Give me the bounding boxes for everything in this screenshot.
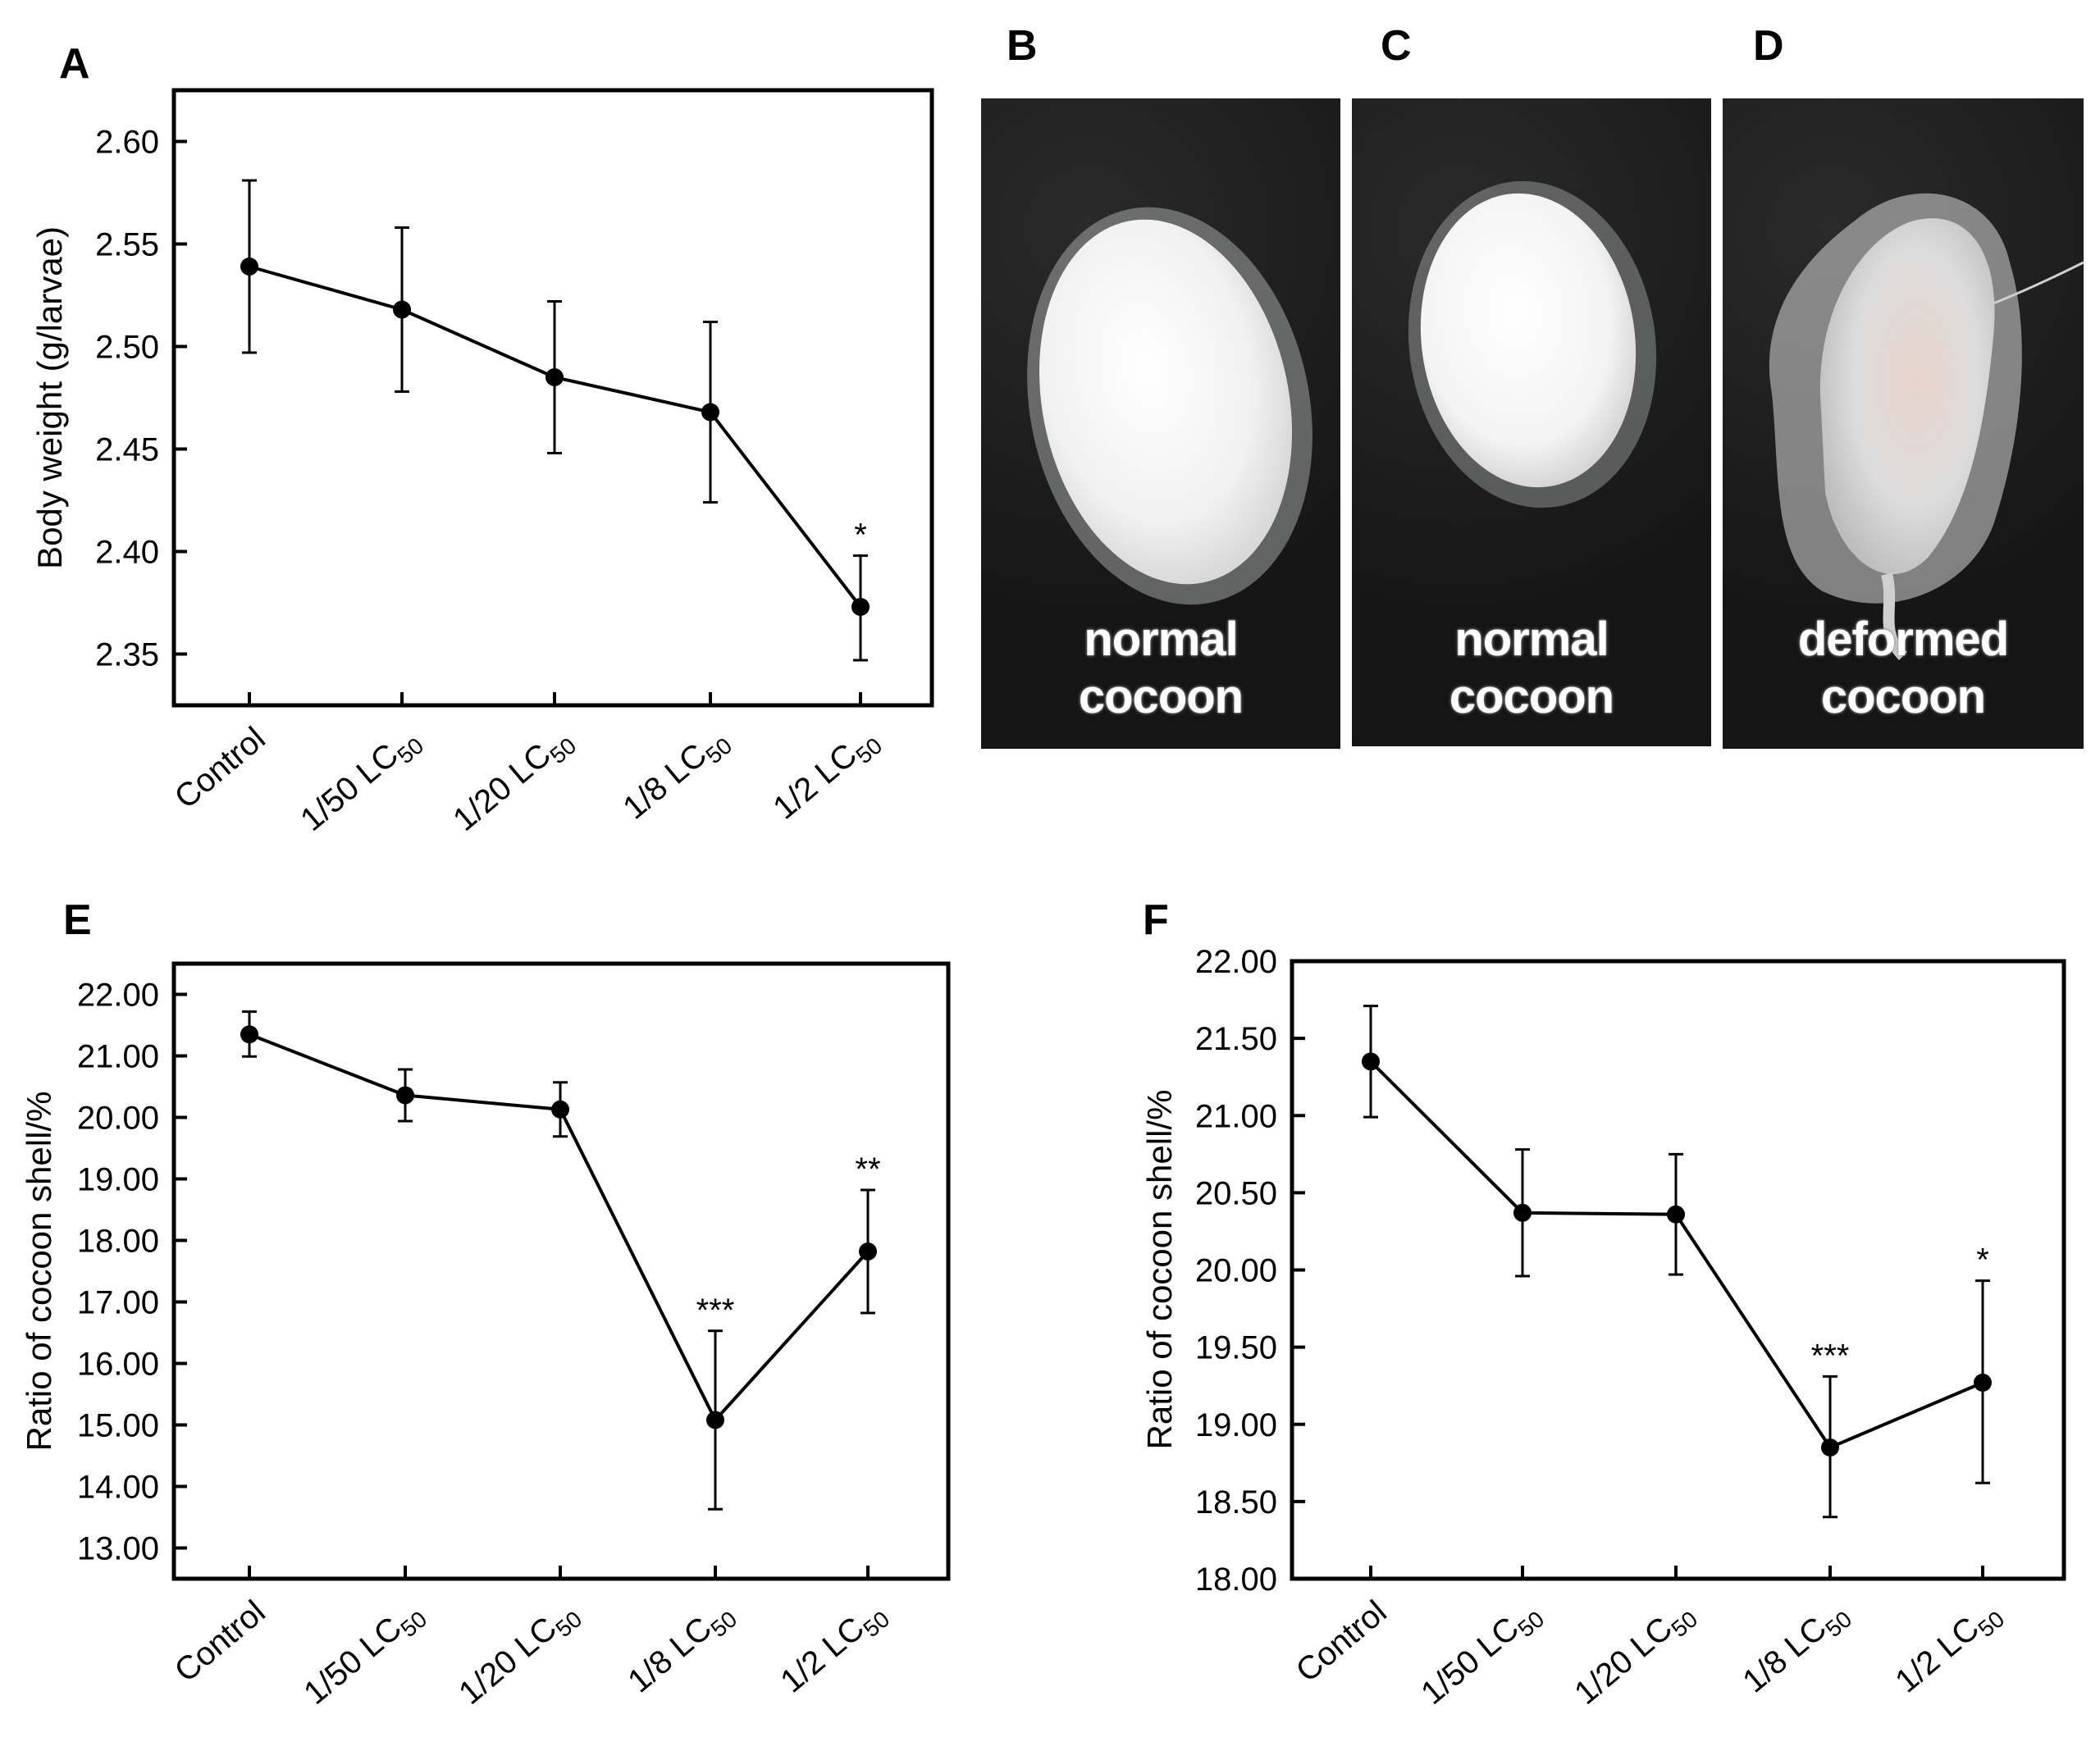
plot-frame	[1290, 959, 2066, 1581]
y-axis-label: Ratio of cocoon shell/%	[20, 1092, 58, 1452]
x-tick-label: 1/8 LC50	[1736, 1593, 1856, 1704]
y-tick-label: 22.00	[77, 978, 159, 1014]
y-tick-label: 20.00	[77, 1101, 159, 1137]
cocoon-caption-c: normal cocoon	[1352, 611, 1711, 726]
y-tick-label: 15.00	[77, 1408, 159, 1444]
caption-line1: normal	[1454, 613, 1609, 666]
y-axis-label: Ratio of cocoon shell/%	[1140, 1090, 1179, 1450]
data-point	[701, 403, 719, 422]
y-tick-label: 2.60	[95, 125, 159, 161]
cocoon-caption-b: normal cocoon	[981, 611, 1340, 726]
y-tick-label: 17.00	[77, 1285, 159, 1321]
cocoon-photo-c: normal cocoon	[1352, 98, 1711, 746]
normal-cocoon-image	[1408, 180, 1657, 508]
y-tick-label: 18.00	[1195, 1561, 1277, 1598]
x-tick-label-main: Control	[1290, 1593, 1394, 1689]
data-point	[706, 1411, 724, 1429]
x-tick-label: 1/50 LC50	[1414, 1593, 1549, 1716]
y-tick-label: 19.50	[1195, 1330, 1277, 1366]
data-point	[859, 1242, 877, 1261]
data-point	[546, 368, 564, 386]
x-tick-label-main: 1/2 LC	[1888, 1610, 1986, 1699]
data-point	[240, 258, 258, 276]
y-tick-label: 18.00	[77, 1224, 159, 1260]
panel-label-c: C	[1381, 22, 1412, 70]
y-tick-label: 18.50	[1195, 1484, 1277, 1520]
x-tick-label-main: 1/50 LC	[1414, 1610, 1526, 1712]
cocoon-photo-d: deformed cocoon	[1723, 98, 2084, 749]
x-tick-label-main: 1/20 LC	[1568, 1610, 1679, 1712]
y-tick-label: 19.00	[1195, 1407, 1277, 1443]
panel-label-e: E	[63, 896, 92, 944]
cocoon-caption-d: deformed cocoon	[1723, 611, 2084, 726]
normal-cocoon-image	[1027, 207, 1312, 605]
significance-marker: *	[854, 517, 867, 554]
y-tick-label: 14.00	[77, 1470, 159, 1506]
data-point	[1362, 1052, 1380, 1071]
y-tick-label: 13.00	[77, 1531, 159, 1567]
data-point	[1974, 1373, 1992, 1392]
significance-marker: *	[1976, 1242, 1989, 1279]
caption-line2: cocoon	[1449, 670, 1614, 723]
caption-line1: deformed	[1797, 613, 2009, 666]
cocoon-photo-b: normal cocoon	[981, 98, 1340, 749]
y-tick-label: 2.35	[95, 637, 159, 673]
data-point	[240, 1025, 258, 1044]
caption-line1: normal	[1084, 613, 1238, 666]
data-point	[1821, 1438, 1839, 1457]
significance-marker: ***	[1811, 1338, 1850, 1374]
data-point	[393, 300, 411, 319]
y-tick-label: 19.00	[77, 1162, 159, 1198]
y-tick-label: 20.00	[1195, 1253, 1277, 1289]
y-axis-label: Body weight (g/larvae)	[30, 226, 69, 569]
panel-label-d: D	[1753, 22, 1784, 70]
y-tick-label: 2.55	[95, 227, 159, 263]
y-tick-label: 20.50	[1195, 1175, 1277, 1211]
significance-marker: ***	[696, 1292, 735, 1329]
caption-line2: cocoon	[1820, 670, 1986, 723]
panel-label-f: F	[1143, 896, 1169, 944]
y-tick-label: 22.00	[1195, 944, 1277, 980]
y-tick-label: 21.00	[1195, 1098, 1277, 1134]
y-tick-label: 21.00	[77, 1039, 159, 1075]
data-point	[551, 1100, 569, 1119]
x-tick-label: 1/20 LC50	[1568, 1593, 1702, 1716]
data-point	[396, 1086, 414, 1105]
y-tick-label: 2.45	[95, 432, 159, 468]
panel-label-a: A	[59, 40, 90, 88]
y-tick-label: 21.50	[1195, 1021, 1277, 1057]
x-tick-label: Control	[1290, 1593, 1394, 1689]
panel-label-b: B	[1007, 22, 1038, 70]
data-point	[1513, 1203, 1532, 1222]
y-tick-label: 2.50	[95, 330, 159, 366]
caption-line2: cocoon	[1078, 670, 1244, 723]
x-tick-label: 1/2 LC50	[1888, 1593, 2009, 1704]
significance-marker: **	[855, 1151, 880, 1188]
data-point	[1667, 1205, 1685, 1224]
y-tick-label: 16.00	[77, 1347, 159, 1383]
deformed-cocoon-image	[1769, 193, 2084, 660]
data-point	[851, 598, 870, 616]
y-tick-label: 2.40	[95, 535, 159, 571]
x-tick-label-main: 1/8 LC	[1736, 1610, 1833, 1699]
